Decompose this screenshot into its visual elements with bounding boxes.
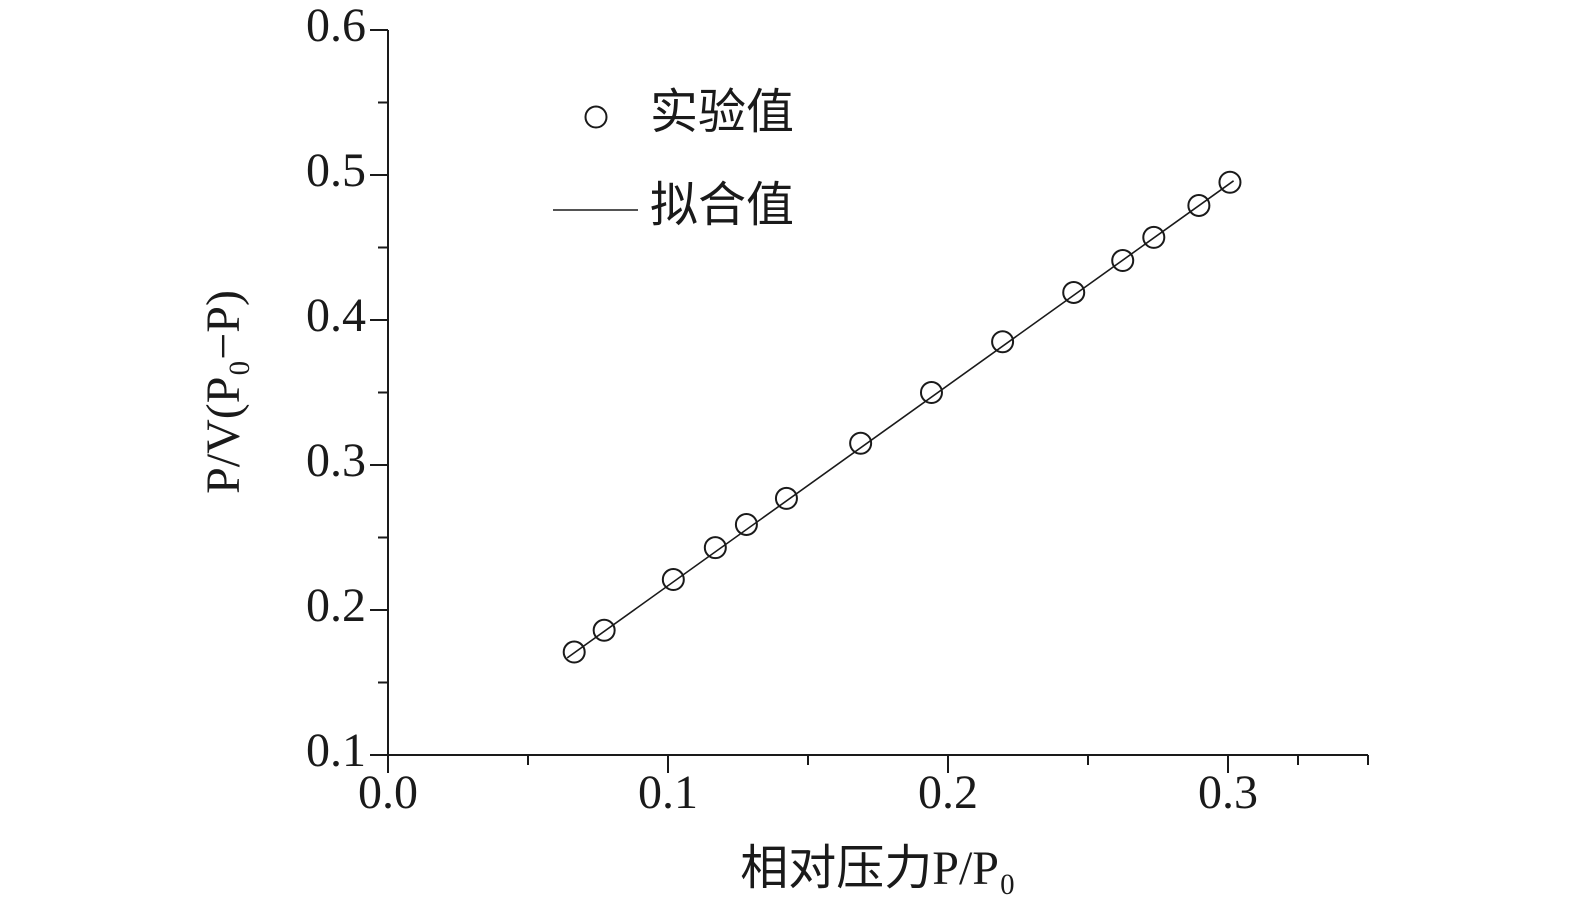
x-axis-label: 相对压力P/P₀ bbox=[740, 842, 1015, 895]
x-tick-label: 0.3 bbox=[1198, 766, 1258, 819]
data-point bbox=[774, 486, 798, 510]
y-tick-label: 0.5 bbox=[306, 144, 366, 197]
y-tick-label: 0.2 bbox=[306, 579, 366, 632]
y-tick-label: 0.6 bbox=[306, 0, 366, 52]
data-point bbox=[661, 568, 685, 592]
y-tick-label: 0.4 bbox=[306, 289, 366, 342]
y-tick-label: 0.1 bbox=[306, 724, 366, 777]
legend-label: 拟合值 bbox=[650, 179, 794, 232]
data-point bbox=[1142, 225, 1166, 249]
fit-line bbox=[566, 180, 1235, 659]
legend-marker bbox=[584, 105, 608, 129]
data-point bbox=[1187, 193, 1211, 217]
data-point bbox=[991, 330, 1015, 354]
data-point bbox=[849, 431, 873, 455]
x-tick-label: 0.1 bbox=[638, 766, 698, 819]
data-point bbox=[1062, 280, 1086, 304]
data-point bbox=[592, 618, 616, 642]
x-tick-label: 0.2 bbox=[918, 766, 978, 819]
data-point bbox=[919, 381, 943, 404]
data-point bbox=[562, 640, 586, 664]
data-point bbox=[1111, 249, 1135, 273]
legend-label: 实验值 bbox=[650, 86, 794, 139]
x-tick-label: 0.0 bbox=[358, 766, 418, 819]
data-point bbox=[703, 536, 727, 560]
data-point bbox=[1218, 170, 1242, 194]
data-point bbox=[734, 512, 758, 536]
y-axis-label: P/V(P₀−P) bbox=[197, 290, 250, 494]
y-tick-label: 0.3 bbox=[306, 434, 366, 487]
